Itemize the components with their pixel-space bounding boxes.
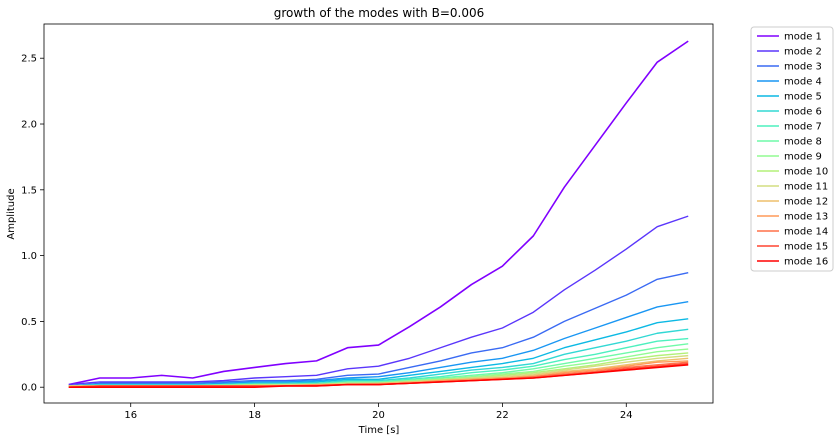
y-tick-label: 1.0 [21, 251, 37, 262]
y-tick-label: 2.5 [21, 54, 37, 65]
y-axis: 0.0 0.5 1.0 1.5 2.0 2.5 [21, 54, 44, 394]
x-tick-label: 16 [124, 410, 137, 421]
legend-label: mode 15 [784, 242, 828, 253]
legend-label: mode 2 [784, 47, 822, 58]
legend-label: mode 9 [784, 152, 822, 163]
legend-label: mode 8 [784, 137, 822, 148]
legend-label: mode 14 [784, 227, 828, 238]
x-axis: 16 18 20 22 24 [124, 403, 633, 421]
legend-label: mode 16 [784, 257, 828, 268]
series-layer [68, 40, 689, 389]
chart-title: growth of the modes with B=0.006 [274, 6, 484, 20]
legend-label: mode 10 [784, 167, 828, 178]
legend: mode 1 mode 2 mode 3 mode 4 mode 5 mode 6 mode… [750, 26, 834, 272]
series-line-mode-6 [68, 328, 689, 387]
y-tick-label: 2.0 [21, 120, 37, 131]
x-tick-label: 18 [248, 410, 261, 421]
legend-label: mode 12 [784, 197, 828, 208]
series-line-mode-3 [68, 272, 689, 387]
y-tick-label: 0.0 [21, 383, 37, 394]
legend-label: mode 1 [784, 32, 822, 43]
y-axis-label: Amplitude [6, 188, 17, 239]
series-line-mode-1 [68, 40, 689, 386]
legend-label: mode 5 [784, 92, 822, 103]
legend-frame [750, 26, 834, 272]
legend-label: mode 6 [784, 107, 822, 118]
legend-label: mode 13 [784, 212, 828, 223]
y-tick-label: 0.5 [21, 317, 37, 328]
legend-label: mode 3 [784, 62, 822, 73]
plot-frame [43, 23, 714, 404]
legend-label: mode 7 [784, 122, 822, 133]
x-tick-label: 24 [620, 410, 633, 421]
legend-label: mode 11 [784, 182, 828, 193]
y-tick-label: 1.5 [21, 185, 37, 196]
x-axis-label: Time [s] [358, 425, 400, 436]
legend-label: mode 4 [784, 77, 822, 88]
x-tick-label: 22 [496, 410, 509, 421]
series-line-mode-2 [68, 215, 689, 386]
x-tick-label: 20 [372, 410, 385, 421]
series-line-mode-16 [68, 364, 689, 389]
